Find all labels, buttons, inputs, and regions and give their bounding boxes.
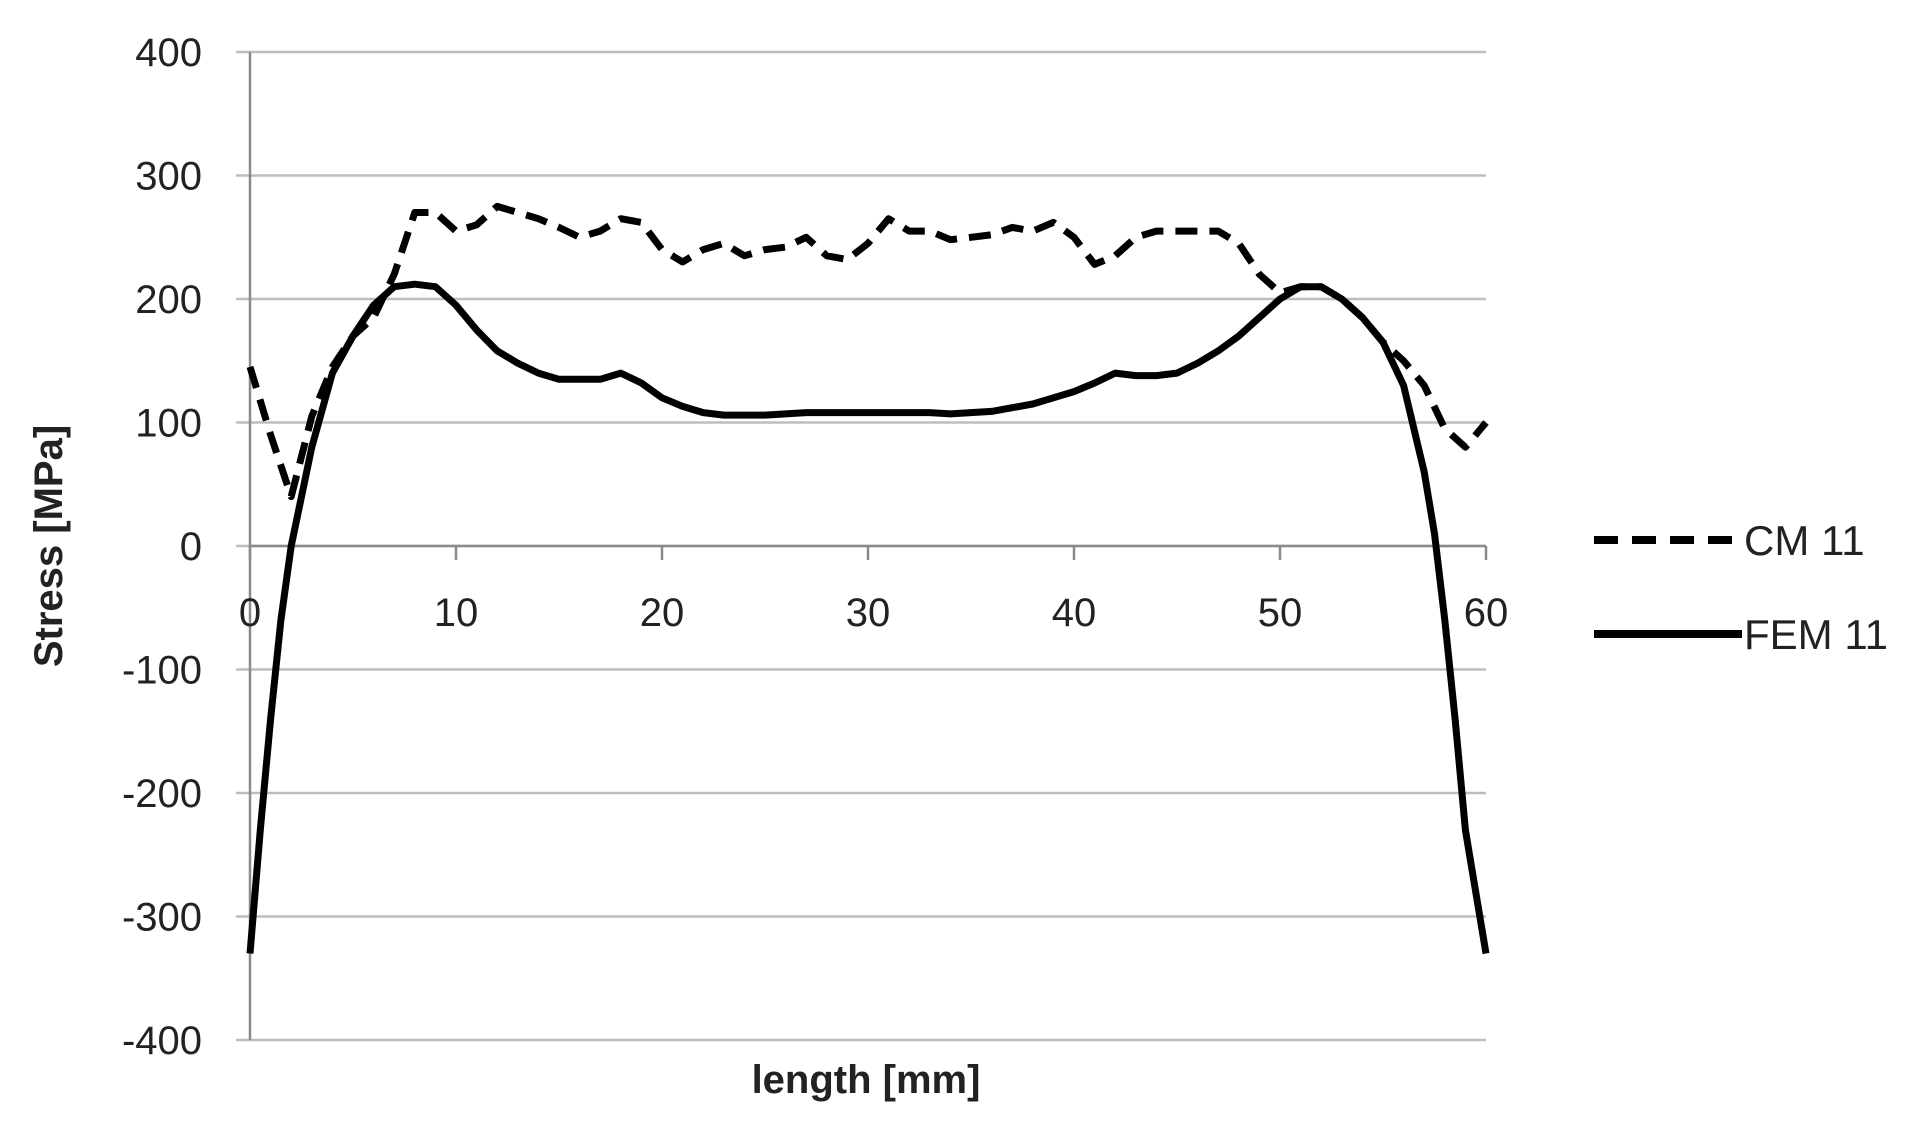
y-tick-label: 200 (135, 278, 202, 322)
y-tick-label: -300 (122, 896, 202, 940)
legend-label-fem-11: FEM 11 (1744, 611, 1888, 658)
axes (248, 52, 1488, 1040)
y-tick-label: 100 (135, 402, 202, 446)
x-tick-label: 10 (434, 591, 479, 635)
y-tick-label: -200 (122, 772, 202, 816)
legend-label-cm-11: CM 11 (1744, 517, 1865, 564)
x-tick-label: 40 (1052, 591, 1097, 635)
x-tick-label: 30 (846, 591, 891, 635)
y-tick-label: 0 (180, 525, 202, 569)
x-tick-label: 50 (1258, 591, 1303, 635)
x-tick-label: 20 (640, 591, 685, 635)
y-tick-label: 300 (135, 155, 202, 199)
y-tick-label: 400 (135, 31, 202, 75)
y-tick-label: -400 (122, 1019, 202, 1063)
x-axis-title: length [mm] (752, 1058, 981, 1102)
series-line-cm-11 (246, 202, 1489, 501)
series-line-fem-11 (246, 280, 1490, 955)
legend: CM 11 FEM 11 (1594, 517, 1888, 658)
series (246, 202, 1490, 955)
tick-labels: 400 300 200 100 0 -100 -200 -300 -400 0 10 20 30 40 50… (122, 31, 1508, 1063)
y-tick-label: -100 (122, 649, 202, 693)
x-tick-label: 60 (1464, 591, 1509, 635)
y-axis-title: Stress [MPa] (27, 425, 71, 667)
x-tick-label: 0 (239, 591, 261, 635)
